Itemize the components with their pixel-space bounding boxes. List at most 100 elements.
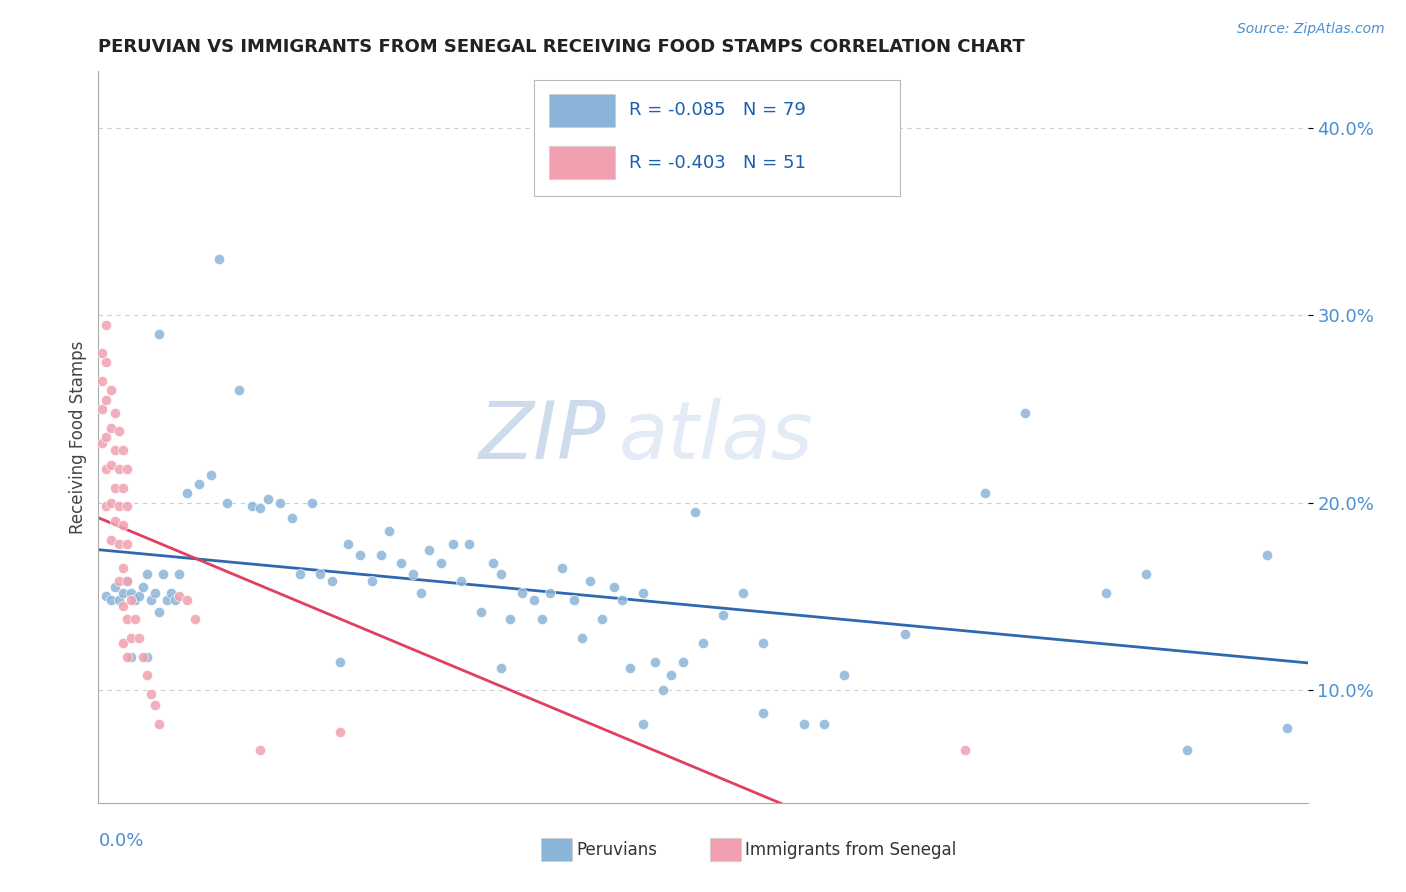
Y-axis label: Receiving Food Stamps: Receiving Food Stamps — [69, 341, 87, 533]
Point — [160, 586, 183, 600]
Point — [321, 574, 343, 589]
Point — [103, 443, 125, 458]
Point — [100, 496, 122, 510]
Point — [107, 574, 129, 589]
Point — [188, 477, 211, 491]
Point — [139, 687, 162, 701]
Point — [523, 593, 546, 607]
Point — [249, 501, 271, 516]
Point — [752, 636, 775, 650]
Point — [612, 593, 634, 607]
Point — [692, 636, 714, 650]
Point — [651, 683, 673, 698]
Text: ZIP: ZIP — [479, 398, 606, 476]
Point — [619, 661, 641, 675]
Point — [329, 724, 352, 739]
Point — [107, 537, 129, 551]
Point — [551, 561, 574, 575]
Point — [128, 590, 150, 604]
Point — [103, 481, 125, 495]
Point — [107, 425, 129, 439]
Point — [148, 717, 170, 731]
Point — [1135, 566, 1157, 581]
Point — [498, 612, 520, 626]
Point — [100, 383, 122, 397]
Point — [96, 430, 118, 444]
Point — [111, 561, 134, 575]
Point — [1277, 721, 1299, 735]
Point — [450, 574, 472, 589]
Point — [301, 496, 323, 510]
Point — [156, 593, 179, 607]
Point — [96, 500, 118, 514]
Point — [132, 580, 155, 594]
Point — [96, 318, 118, 332]
Point — [370, 548, 392, 562]
Point — [152, 566, 174, 581]
Point — [115, 574, 138, 589]
Point — [953, 743, 976, 757]
FancyBboxPatch shape — [548, 146, 614, 178]
Point — [813, 717, 835, 731]
Point — [228, 383, 250, 397]
Point — [115, 500, 138, 514]
Point — [120, 593, 142, 607]
Point — [711, 608, 734, 623]
Point — [538, 586, 561, 600]
Point — [571, 631, 593, 645]
Point — [249, 743, 271, 757]
Point — [148, 605, 170, 619]
Text: Peruvians: Peruvians — [576, 841, 658, 859]
Point — [115, 462, 138, 476]
Point — [562, 593, 585, 607]
Text: Source: ZipAtlas.com: Source: ZipAtlas.com — [1237, 22, 1385, 37]
Text: 0.0%: 0.0% — [98, 832, 143, 850]
Point — [659, 668, 682, 682]
Point — [111, 599, 134, 613]
Point — [120, 631, 142, 645]
Point — [120, 586, 142, 600]
Point — [132, 649, 155, 664]
Point — [96, 355, 118, 369]
Point — [1175, 743, 1198, 757]
Point — [103, 580, 125, 594]
Point — [733, 586, 755, 600]
Point — [184, 612, 207, 626]
Text: Immigrants from Senegal: Immigrants from Senegal — [745, 841, 956, 859]
Point — [143, 586, 166, 600]
Point — [96, 462, 118, 476]
Point — [631, 717, 654, 731]
Point — [256, 491, 278, 506]
Point — [100, 593, 122, 607]
Text: R = -0.403   N = 51: R = -0.403 N = 51 — [630, 153, 806, 171]
Point — [672, 655, 695, 669]
Point — [603, 580, 626, 594]
Point — [269, 496, 291, 510]
Text: atlas: atlas — [619, 398, 813, 476]
Text: PERUVIAN VS IMMIGRANTS FROM SENEGAL RECEIVING FOOD STAMPS CORRELATION CHART: PERUVIAN VS IMMIGRANTS FROM SENEGAL RECE… — [98, 38, 1025, 56]
Point — [491, 661, 513, 675]
Point — [510, 586, 533, 600]
Point — [1256, 548, 1278, 562]
Point — [893, 627, 915, 641]
Point — [470, 605, 492, 619]
Point — [200, 467, 222, 482]
Point — [430, 556, 453, 570]
Point — [288, 566, 311, 581]
Point — [139, 593, 162, 607]
Point — [91, 435, 114, 450]
Point — [103, 406, 125, 420]
Point — [458, 537, 481, 551]
Point — [631, 586, 654, 600]
Point — [361, 574, 384, 589]
Point — [115, 537, 138, 551]
Point — [148, 326, 170, 341]
Point — [337, 537, 360, 551]
Point — [96, 392, 118, 407]
Point — [1095, 586, 1118, 600]
Point — [793, 717, 815, 731]
Point — [120, 649, 142, 664]
Point — [143, 698, 166, 713]
Point — [530, 612, 553, 626]
Point — [135, 649, 157, 664]
